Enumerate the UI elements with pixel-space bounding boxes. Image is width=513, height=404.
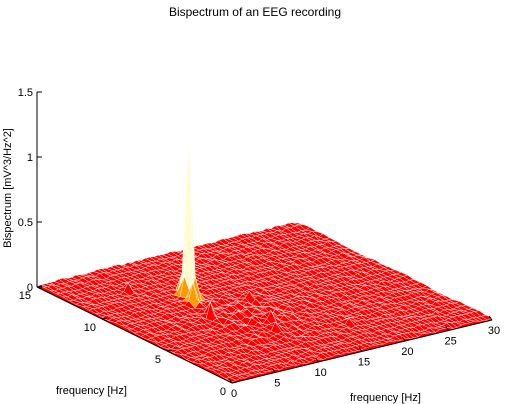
x-tick-label: 0 bbox=[231, 388, 237, 400]
bispectrum-surface bbox=[36, 132, 493, 383]
y-tick-label: 5 bbox=[155, 354, 161, 366]
x-tick-mark bbox=[228, 378, 233, 384]
y-axis-line bbox=[36, 286, 233, 384]
x-tick-label: 20 bbox=[401, 346, 413, 358]
x-tick-label: 10 bbox=[315, 367, 327, 379]
y-axis-label: frequency [Hz] bbox=[56, 385, 127, 397]
z-axis-label: Bispectrum [mV^3/Hz^2] bbox=[2, 128, 14, 248]
y-tick-mark bbox=[166, 349, 173, 352]
y-tick-mark bbox=[101, 317, 108, 320]
x-tick-mark bbox=[445, 326, 450, 331]
z-tick-label: 1 bbox=[27, 152, 33, 164]
x-tick-label: 30 bbox=[488, 325, 500, 337]
z-tick-label: 1.5 bbox=[18, 87, 33, 99]
x-tick-mark bbox=[271, 368, 276, 373]
x-tick-label: 25 bbox=[445, 336, 457, 348]
x-tick-label: 15 bbox=[358, 357, 370, 369]
z-tick-label: 0 bbox=[27, 282, 33, 294]
y-tick-label: 0 bbox=[220, 386, 226, 398]
x-axis-label: frequency [Hz] bbox=[350, 392, 421, 404]
x-tick-mark bbox=[358, 347, 363, 352]
z-tick-label: 0.5 bbox=[18, 217, 33, 229]
x-tick-mark bbox=[315, 357, 320, 363]
y-tick-mark bbox=[231, 381, 238, 384]
y-tick-label: 10 bbox=[84, 322, 96, 334]
x-tick-label: 5 bbox=[274, 378, 280, 390]
x-tick-mark bbox=[401, 336, 406, 342]
x-tick-mark bbox=[488, 315, 493, 321]
y-tick-label: 15 bbox=[19, 290, 31, 302]
chart-title: Bispectrum of an EEG recording bbox=[169, 5, 341, 19]
